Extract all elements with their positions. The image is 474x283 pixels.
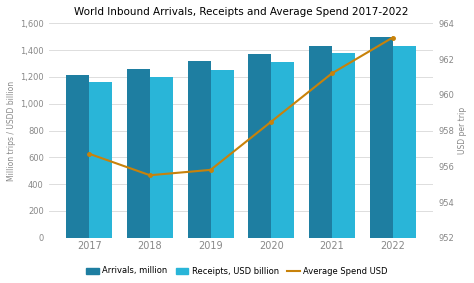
Average Spend USD: [147, 173, 153, 177]
Bar: [188, 61, 210, 238]
Average Spend USD: [329, 72, 335, 75]
Line: Average Spend USD: Average Spend USD: [88, 36, 394, 177]
Bar: [248, 54, 271, 238]
Y-axis label: USD per trip: USD per trip: [458, 107, 467, 154]
Average Spend USD: [390, 36, 395, 39]
Average Spend USD: [86, 152, 92, 155]
Bar: [392, 46, 416, 238]
Bar: [332, 53, 355, 238]
Bar: [127, 69, 150, 238]
Legend: Arrivals, million, Receipts, USD billion, Average Spend USD: Arrivals, million, Receipts, USD billion…: [83, 263, 391, 279]
Bar: [150, 77, 173, 238]
Average Spend USD: [208, 168, 213, 171]
Bar: [210, 70, 234, 238]
Y-axis label: Million trips / USDD billion: Million trips / USDD billion: [7, 80, 16, 181]
Bar: [66, 75, 89, 238]
Title: World Inbound Arrivals, Receipts and Average Spend 2017-2022: World Inbound Arrivals, Receipts and Ave…: [73, 7, 408, 17]
Bar: [271, 62, 294, 238]
Average Spend USD: [268, 120, 274, 123]
Bar: [309, 46, 332, 238]
Bar: [89, 82, 112, 238]
Bar: [370, 37, 392, 238]
